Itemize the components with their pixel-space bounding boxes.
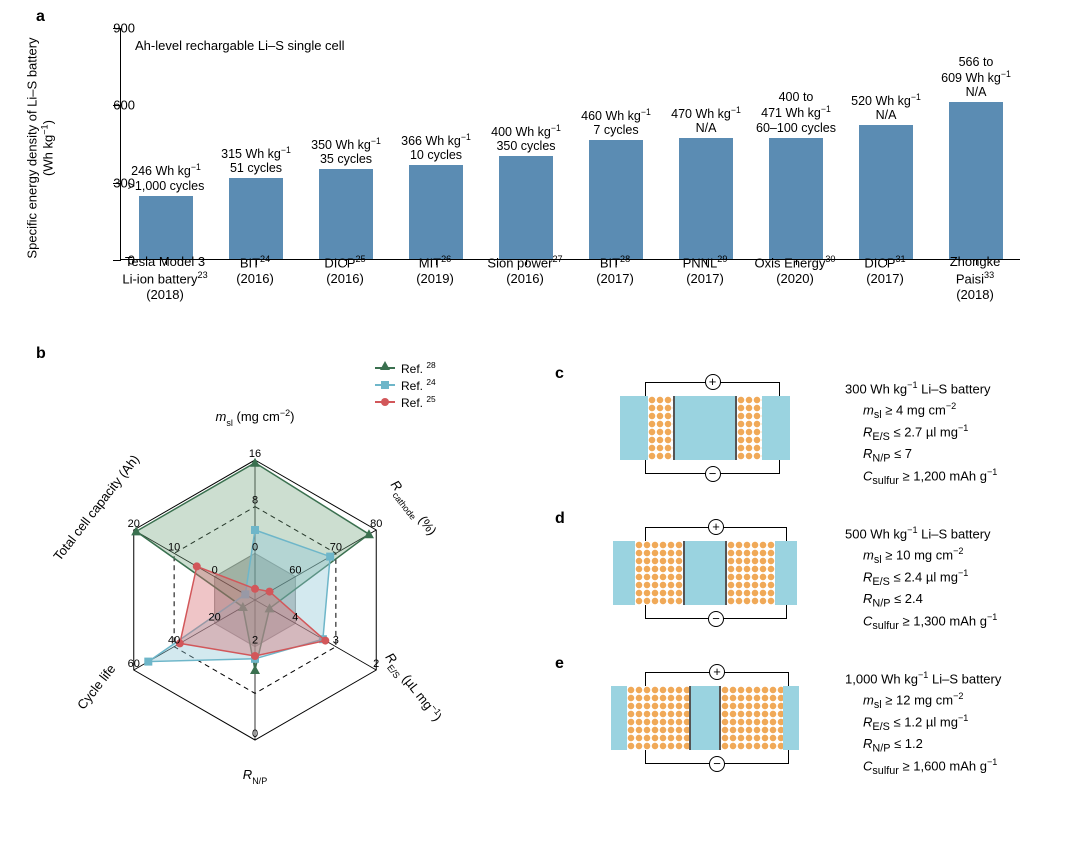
bar — [319, 169, 373, 259]
chart-a: Specific energy density of Li–S battery(… — [60, 18, 1040, 310]
svg-text:msl (mg cm−2): msl (mg cm−2) — [216, 408, 295, 428]
panel-label-c: c — [555, 365, 564, 383]
schematic-d: +− — [590, 515, 820, 633]
bar — [229, 178, 283, 259]
svg-text:Total cell capacity (Ah): Total cell capacity (Ah) — [50, 452, 142, 564]
schematic-e: +− — [590, 660, 820, 778]
radar-chart: 0816msl (mg cm−2)607080Rcathode (%)432RE… — [45, 400, 485, 800]
svg-text:0: 0 — [252, 728, 258, 740]
panel-label-d: d — [555, 510, 565, 528]
svg-text:0: 0 — [212, 565, 218, 577]
svg-text:20: 20 — [209, 611, 221, 623]
panel-d: d+−500 Wh kg−1 Li–S batterymsl ≥ 10 mg c… — [565, 510, 1045, 636]
svg-text:Rcathode (%): Rcathode (%) — [385, 477, 440, 540]
y-tick-label: 900 — [113, 21, 135, 36]
svg-text:RE/S (µL mg−1): RE/S (µL mg−1) — [379, 649, 445, 726]
panel-e: e+−1,000 Wh kg−1 Li–S batterymsl ≥ 12 mg… — [565, 655, 1045, 781]
bar — [949, 102, 1003, 259]
svg-text:40: 40 — [168, 635, 180, 647]
panel-label-e: e — [555, 655, 564, 673]
x-tick-label: ZhongkePaisi33(2018) — [915, 254, 1035, 302]
svg-text:0: 0 — [252, 541, 258, 553]
schematic-text-d: 500 Wh kg−1 Li–S batterymsl ≥ 10 mg cm−2… — [845, 524, 1075, 634]
legend-item: Ref. 24 — [375, 377, 436, 393]
svg-text:2: 2 — [373, 658, 379, 670]
svg-text:RN/P: RN/P — [243, 767, 267, 786]
svg-text:4: 4 — [292, 611, 298, 623]
schematic-text-e: 1,000 Wh kg−1 Li–S batterymsl ≥ 12 mg cm… — [845, 669, 1075, 779]
svg-text:8: 8 — [252, 495, 258, 507]
panel-b: Ref. 28Ref. 24Ref. 25 0816msl (mg cm−2)6… — [45, 360, 545, 800]
bar — [679, 138, 733, 259]
bar-value-label: 566 to609 Wh kg−1N/A — [916, 55, 1036, 99]
y-axis-label: Specific energy density of Li–S battery(… — [24, 18, 55, 278]
legend-item: Ref. 28 — [375, 360, 436, 376]
svg-text:Cycle life: Cycle life — [74, 661, 118, 712]
bar — [769, 138, 823, 259]
schematic-text-c: 300 Wh kg−1 Li–S batterymsl ≥ 4 mg cm−2R… — [845, 379, 1075, 489]
bar — [499, 156, 553, 259]
svg-text:2: 2 — [252, 635, 258, 647]
svg-text:20: 20 — [128, 518, 140, 530]
bar — [859, 125, 913, 259]
bar — [139, 196, 193, 259]
schematic-c: +− — [590, 370, 820, 488]
plot-area-a: Ah-level rechargable Li–S single cell 24… — [120, 28, 1020, 260]
svg-text:60: 60 — [289, 565, 301, 577]
svg-text:10: 10 — [168, 541, 180, 553]
panel-a-title: Ah-level rechargable Li–S single cell — [135, 38, 345, 53]
svg-text:16: 16 — [249, 448, 261, 460]
panel-c: c+−300 Wh kg−1 Li–S batterymsl ≥ 4 mg cm… — [565, 365, 1045, 491]
svg-text:70: 70 — [330, 541, 342, 553]
svg-text:80: 80 — [370, 518, 382, 530]
y-tick-label: 300 — [113, 175, 135, 190]
y-tick-label: 600 — [113, 98, 135, 113]
bar — [589, 140, 643, 259]
svg-text:60: 60 — [128, 658, 140, 670]
svg-text:3: 3 — [333, 635, 339, 647]
bar — [409, 165, 463, 259]
